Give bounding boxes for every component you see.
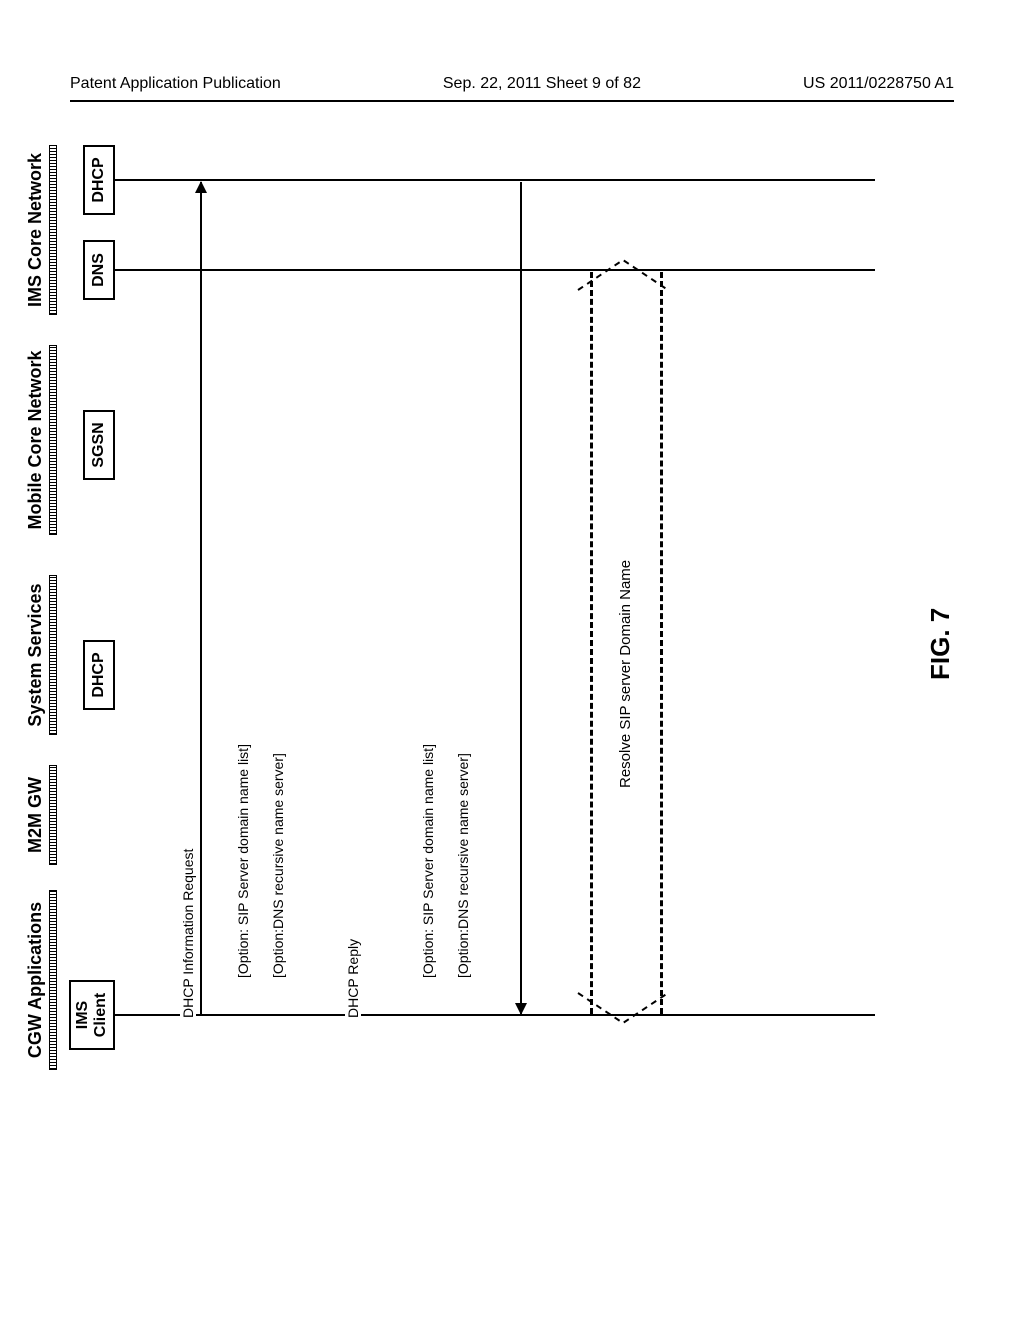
header-rule: [70, 100, 954, 102]
node-dhcp-remote: DHCP: [83, 145, 115, 215]
msg-dhcp-reply-label: DHCP Reply: [345, 937, 361, 1020]
lifeline-ims-client: [115, 1014, 875, 1016]
msg-dhcp-info-req-label: DHCP Information Request: [180, 847, 196, 1020]
header-center: Sep. 22, 2011 Sheet 9 of 82: [443, 75, 641, 93]
msg-resolve-arrow-bot: [660, 272, 663, 1014]
resolve-head-right: [573, 255, 673, 295]
figure-label: FIG. 7: [925, 608, 956, 680]
lane-m2m-gw: M2M GW: [25, 755, 46, 875]
lane-cgw-applications: CGW Applications: [25, 880, 46, 1080]
msg-dhcp-info-req-arrow: [200, 182, 202, 1014]
hatch-ims: [49, 145, 57, 315]
lane-system-services: System Services: [25, 565, 46, 745]
header-left: Patent Application Publication: [70, 75, 281, 93]
sequence-diagram: CGW Applications M2M GW System Services …: [25, 240, 1005, 1040]
lane-mobile-core: Mobile Core Network: [25, 335, 46, 545]
hatch-mobile: [49, 345, 57, 535]
hatch-m2m: [49, 765, 57, 865]
msg-opt-sip-1: [Option: SIP Server domain name list]: [235, 742, 251, 980]
lane-ims-core: IMS Core Network: [25, 135, 46, 325]
hatch-system: [49, 575, 57, 735]
msg-opt-dns-1: [Option:DNS recursive name server]: [270, 751, 286, 980]
msg-resolve-arrow-top: [590, 272, 593, 1014]
node-sgsn: SGSN: [83, 410, 115, 480]
lifeline-dhcp-remote: [115, 179, 875, 181]
node-dns: DNS: [83, 240, 115, 300]
resolve-head-left: [573, 988, 673, 1028]
node-ims-client: IMS Client: [69, 980, 115, 1050]
node-dhcp-local: DHCP: [83, 640, 115, 710]
msg-opt-dns-2: [Option:DNS recursive name server]: [455, 751, 471, 980]
hatch-cgw: [49, 890, 57, 1070]
msg-opt-sip-2: [Option: SIP Server domain name list]: [420, 742, 436, 980]
msg-resolve-label: Resolve SIP server Domain Name: [617, 558, 634, 790]
lifeline-dns: [115, 269, 875, 271]
header-right: US 2011/0228750 A1: [803, 75, 954, 93]
msg-dhcp-reply-arrow: [520, 182, 522, 1014]
page-header: Patent Application Publication Sep. 22, …: [70, 75, 954, 93]
